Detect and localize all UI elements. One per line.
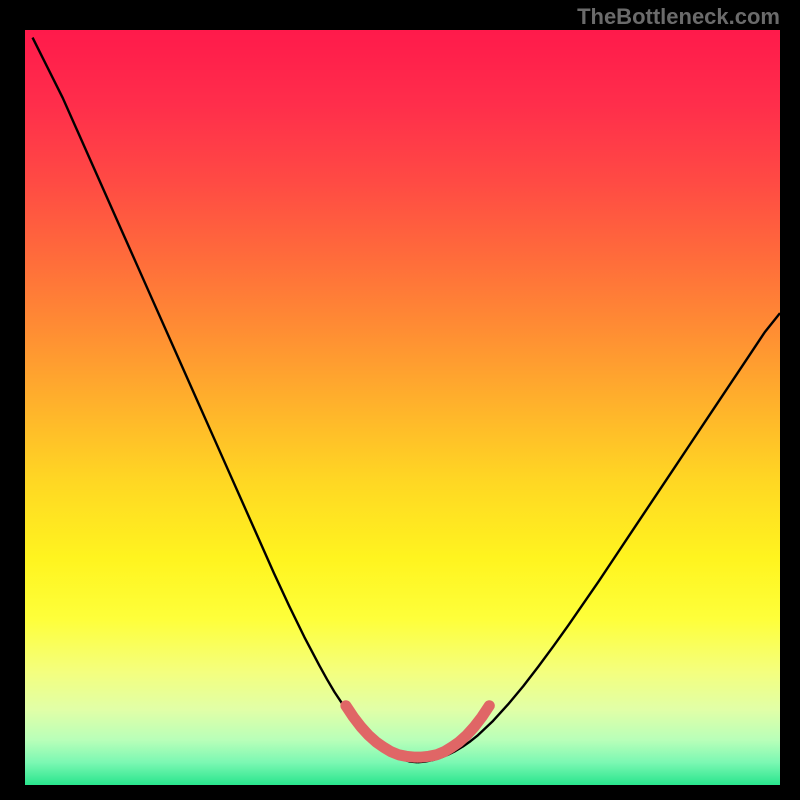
gradient-background xyxy=(25,30,780,785)
bottleneck-chart xyxy=(25,30,780,785)
watermark-text: TheBottleneck.com xyxy=(577,4,780,30)
chart-frame: TheBottleneck.com xyxy=(0,0,800,800)
plot-area xyxy=(25,30,780,785)
